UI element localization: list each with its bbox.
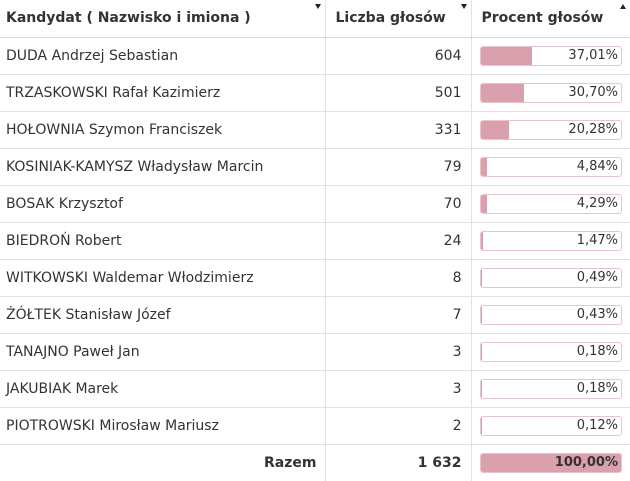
total-percent-cell: 100,00%: [470, 444, 630, 481]
sort-asc-icon[interactable]: [620, 4, 626, 9]
vote-count: 70: [324, 185, 471, 223]
column-header-percent[interactable]: Procent głosów: [470, 0, 630, 38]
percent-cell: 20,28%: [470, 111, 630, 149]
percent-bar: 4,29%: [479, 193, 622, 214]
table-row: JAKUBIAK Marek 3 0,18%: [0, 370, 630, 408]
column-header-votes[interactable]: Liczba głosów: [324, 0, 471, 38]
table-row: PIOTROWSKI Mirosław Mariusz 2 0,12%: [0, 407, 630, 445]
percent-cell: 0,18%: [470, 333, 630, 371]
candidate-name: BOSAK Krzysztof: [0, 185, 325, 223]
percent-label: 0,18%: [576, 380, 618, 396]
percent-label: 4,84%: [576, 158, 618, 174]
column-header-candidate[interactable]: Kandydat ( Nazwisko i imiona ): [0, 0, 325, 38]
table-row: HOŁOWNIA Szymon Franciszek 331 20,28%: [0, 111, 630, 149]
candidate-name: ŻÓŁTEK Stanisław Józef: [0, 296, 325, 334]
table-header: Kandydat ( Nazwisko i imiona ) Liczba gł…: [0, 0, 630, 38]
percent-label: 0,43%: [576, 306, 618, 322]
percent-bar: 0,12%: [479, 415, 622, 436]
table-row: TRZASKOWSKI Rafał Kazimierz 501 30,70%: [0, 74, 630, 112]
percent-bar: 37,01%: [479, 45, 622, 66]
vote-count: 604: [324, 37, 471, 75]
total-percent-label: 100,00%: [554, 454, 618, 470]
candidate-name: PIOTROWSKI Mirosław Mariusz: [0, 407, 325, 445]
percent-cell: 37,01%: [470, 37, 630, 75]
vote-count: 24: [324, 222, 471, 260]
header-row: Kandydat ( Nazwisko i imiona ) Liczba gł…: [0, 0, 630, 38]
vote-count: 8: [324, 259, 471, 297]
table-footer: Razem 1 632 100,00%: [0, 444, 630, 481]
vote-count: 3: [324, 333, 471, 371]
percent-label: 20,28%: [568, 121, 618, 137]
percent-cell: 0,12%: [470, 407, 630, 445]
percent-label: 0,49%: [576, 269, 618, 285]
percent-label: 1,47%: [576, 232, 618, 248]
total-percent-bar-fill: [480, 453, 621, 472]
percent-bar-fill: [480, 268, 483, 287]
percent-bar: 0,43%: [479, 304, 622, 325]
candidate-name: TANAJNO Paweł Jan: [0, 333, 325, 371]
percent-cell: 4,29%: [470, 185, 630, 223]
table-row: ŻÓŁTEK Stanisław Józef 7 0,43%: [0, 296, 630, 334]
table-body: DUDA Andrzej Sebastian 604 37,01% TRZASKOWS…: [0, 37, 630, 445]
table-row: WITKOWSKI Waldemar Włodzimierz 8 0,49%: [0, 259, 630, 297]
column-header-votes-label: Liczba głosów: [335, 10, 446, 27]
vote-count: 7: [324, 296, 471, 334]
percent-bar-fill: [480, 231, 483, 250]
sort-desc-icon[interactable]: [460, 4, 467, 9]
percent-bar-fill: [480, 46, 533, 65]
percent-bar: 0,18%: [479, 341, 622, 362]
vote-count: 2: [324, 407, 471, 445]
candidate-name: KOSINIAK-KAMYSZ Władysław Marcin: [0, 148, 325, 186]
candidate-name: HOŁOWNIA Szymon Franciszek: [0, 111, 325, 149]
percent-bar: 0,49%: [479, 267, 622, 288]
percent-cell: 4,84%: [470, 148, 630, 186]
sort-desc-icon[interactable]: [314, 4, 321, 9]
column-header-candidate-label: Kandydat ( Nazwisko i imiona ): [6, 10, 251, 27]
total-row: Razem 1 632 100,00%: [0, 444, 630, 481]
candidate-name: WITKOWSKI Waldemar Włodzimierz: [0, 259, 325, 297]
vote-count: 331: [324, 111, 471, 149]
vote-count: 3: [324, 370, 471, 408]
percent-bar-fill: [480, 379, 483, 398]
table-row: BOSAK Krzysztof 70 4,29%: [0, 185, 630, 223]
percent-bar-fill: [480, 83, 524, 102]
total-label: Razem: [264, 454, 317, 471]
percent-bar-fill: [480, 416, 483, 435]
percent-bar-fill: [480, 120, 509, 139]
percent-bar: 20,28%: [479, 119, 622, 140]
percent-label: 4,29%: [576, 195, 618, 211]
percent-bar: 1,47%: [479, 230, 622, 251]
percent-label: 37,01%: [568, 47, 618, 63]
percent-cell: 0,43%: [470, 296, 630, 334]
table-row: BIEDROŃ Robert 24 1,47%: [0, 222, 630, 260]
percent-bar: 30,70%: [479, 82, 622, 103]
total-votes: 1 632: [324, 444, 471, 481]
percent-label: 30,70%: [568, 84, 618, 100]
total-percent-bar: 100,00%: [479, 452, 622, 473]
percent-bar: 4,84%: [479, 156, 622, 177]
percent-bar-fill: [480, 194, 487, 213]
candidate-name: TRZASKOWSKI Rafał Kazimierz: [0, 74, 325, 112]
column-header-percent-label: Procent głosów: [481, 10, 604, 27]
percent-label: 0,18%: [576, 343, 618, 359]
percent-cell: 1,47%: [470, 222, 630, 260]
percent-bar-fill: [480, 342, 483, 361]
percent-bar-fill: [480, 305, 483, 324]
percent-cell: 0,49%: [470, 259, 630, 297]
candidate-name: BIEDROŃ Robert: [0, 222, 325, 260]
vote-count: 79: [324, 148, 471, 186]
percent-bar-fill: [480, 157, 488, 176]
table-row: TANAJNO Paweł Jan 3 0,18%: [0, 333, 630, 371]
candidate-name: JAKUBIAK Marek: [0, 370, 325, 408]
percent-label: 0,12%: [576, 417, 618, 433]
percent-bar: 0,18%: [479, 378, 622, 399]
percent-cell: 0,18%: [470, 370, 630, 408]
table-row: KOSINIAK-KAMYSZ Władysław Marcin 79 4,84%: [0, 148, 630, 186]
vote-count: 501: [324, 74, 471, 112]
table-row: DUDA Andrzej Sebastian 604 37,01%: [0, 37, 630, 75]
percent-cell: 30,70%: [470, 74, 630, 112]
candidate-name: DUDA Andrzej Sebastian: [0, 37, 325, 75]
